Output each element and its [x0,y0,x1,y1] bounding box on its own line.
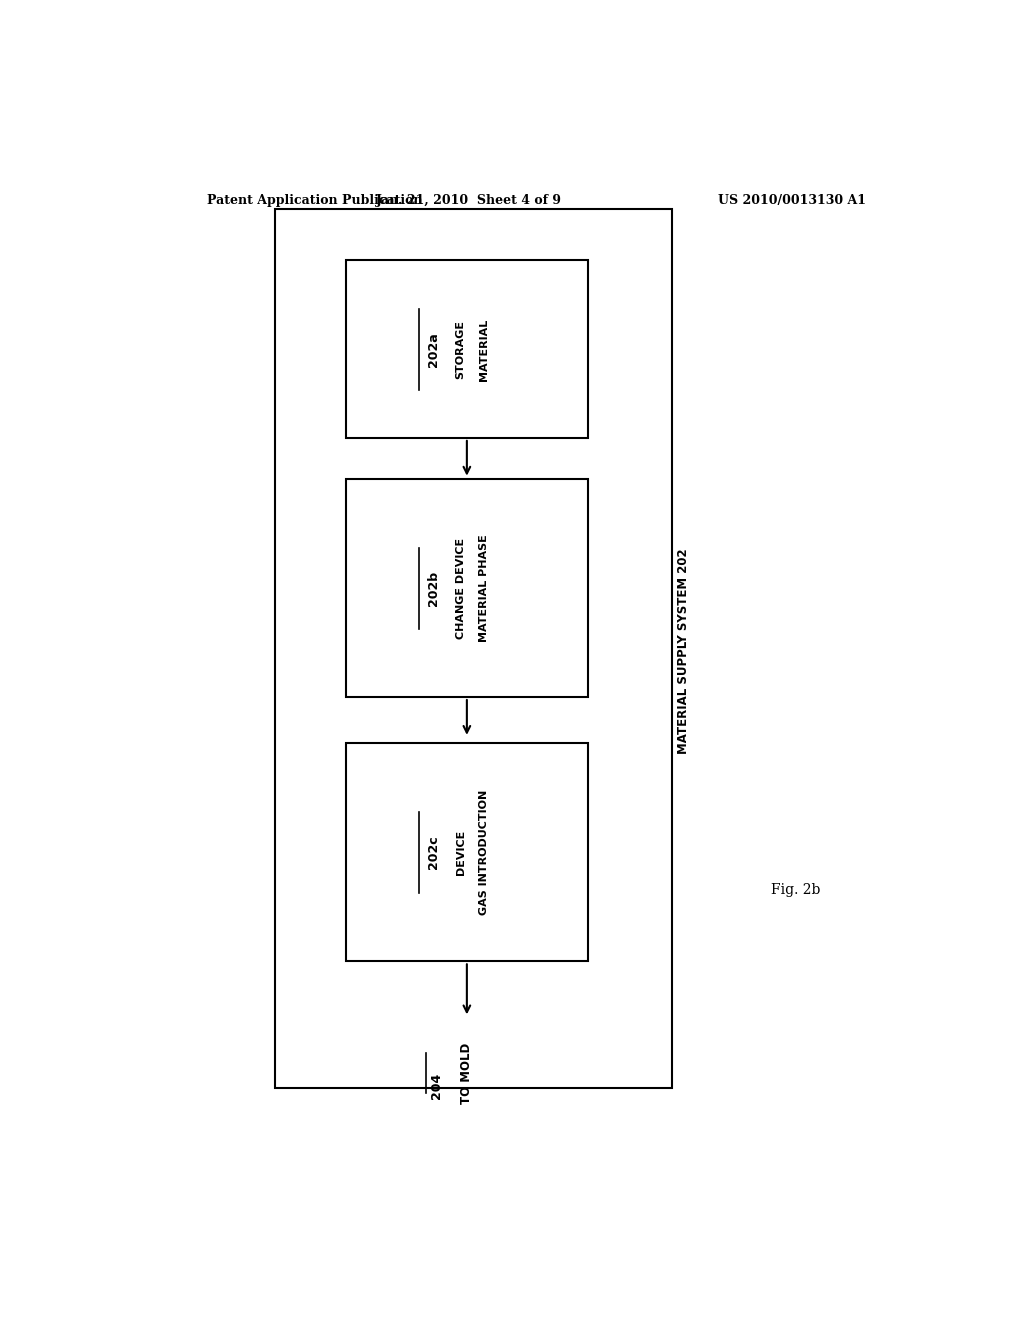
Bar [346,743,588,961]
Text: MATERIAL: MATERIAL [479,318,489,380]
Text: US 2010/0013130 A1: US 2010/0013130 A1 [718,194,866,207]
Text: MATERIAL PHASE: MATERIAL PHASE [479,535,489,643]
Text: 202a: 202a [427,333,440,367]
Text: STORAGE: STORAGE [456,319,466,379]
Text: CHANGE DEVICE: CHANGE DEVICE [456,537,466,639]
Bar [346,260,588,438]
Bar [274,209,672,1089]
Text: Jan. 21, 2010  Sheet 4 of 9: Jan. 21, 2010 Sheet 4 of 9 [376,194,562,207]
Text: 202c: 202c [427,836,440,870]
Text: TO MOLD: TO MOLD [461,1043,473,1104]
Text: Fig. 2b: Fig. 2b [771,883,820,898]
Bar [346,479,588,697]
Text: Patent Application Publication: Patent Application Publication [207,194,423,207]
Text: GAS INTRODUCTION: GAS INTRODUCTION [479,789,489,915]
Text: DEVICE: DEVICE [456,830,466,875]
Text: 204: 204 [430,1073,443,1100]
Text: MATERIAL SUPPLY SYSTEM 202: MATERIAL SUPPLY SYSTEM 202 [677,549,690,754]
Text: 202b: 202b [427,570,440,606]
